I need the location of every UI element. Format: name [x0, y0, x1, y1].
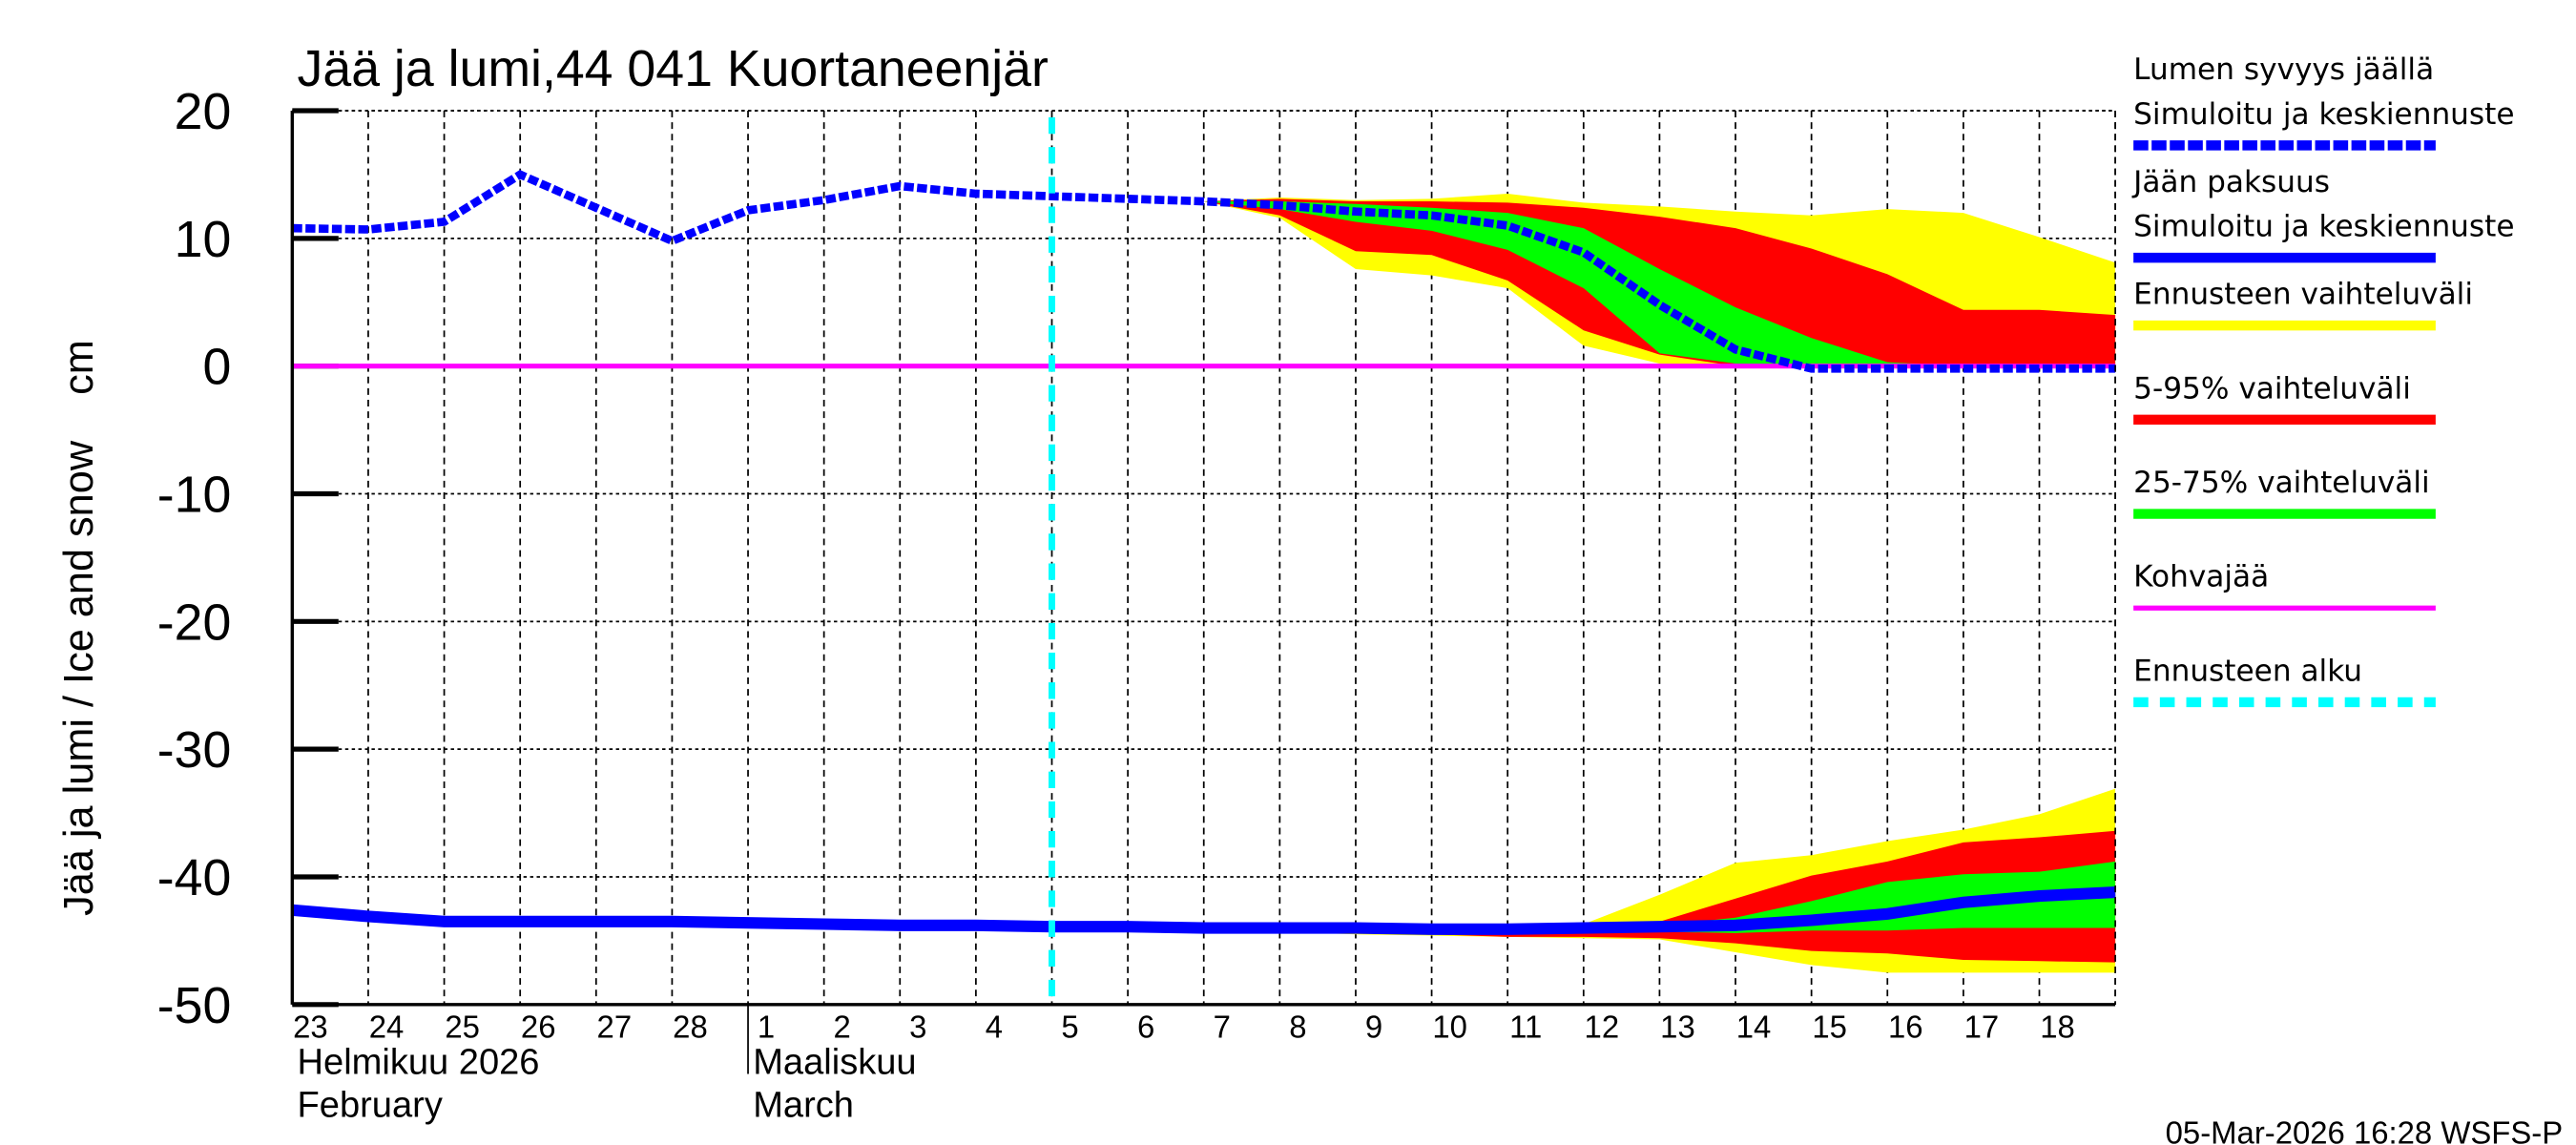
x-tick-label: 5	[1061, 1009, 1078, 1044]
footer-timestamp: 05-Mar-2026 16:28 WSFS-P	[2166, 1114, 2563, 1145]
snow-depth-line	[292, 170, 2116, 373]
x-tick-label: 23	[293, 1009, 328, 1044]
chart-title: Jää ja lumi,44 041 Kuortaneenjär	[298, 40, 1049, 97]
month-label-en: March	[753, 1086, 854, 1126]
y-tick-label: -40	[157, 849, 232, 906]
x-tick-label: 26	[521, 1009, 556, 1044]
x-tick-label: 15	[1812, 1009, 1847, 1044]
y-tick-label: -30	[157, 721, 232, 779]
x-tick-label: 14	[1736, 1009, 1772, 1044]
x-tick-label: 12	[1585, 1009, 1620, 1044]
legend-label: Kohvajää	[2133, 560, 2269, 594]
x-tick-label: 25	[445, 1009, 480, 1044]
y-tick-label: 10	[175, 211, 232, 268]
x-tick-label: 1	[758, 1009, 775, 1044]
y-tick-label: 0	[202, 339, 231, 396]
legend-label-2: Simuloitu ja keskiennuste	[2133, 210, 2514, 244]
legend-label: 5-95% vaihteluväli	[2133, 371, 2411, 406]
x-tick-label: 13	[1660, 1009, 1695, 1044]
legend-label: 25-75% vaihteluväli	[2133, 466, 2430, 500]
y-tick-label: -20	[157, 593, 232, 651]
y-tick-label: 20	[175, 83, 232, 140]
x-tick-label: 11	[1509, 1009, 1542, 1044]
ice-thickness-line	[291, 885, 2116, 935]
x-tick-label: 10	[1432, 1009, 1467, 1044]
legend-label: Lumen syvyys jäällä	[2133, 52, 2434, 87]
x-tick-label: 18	[2040, 1009, 2075, 1044]
month-label-en: February	[298, 1086, 443, 1126]
x-tick-label: 3	[909, 1009, 926, 1044]
x-tick-label: 6	[1137, 1009, 1154, 1044]
x-tick-label: 17	[1964, 1009, 2000, 1044]
legend-label-2: Simuloitu ja keskiennuste	[2133, 97, 2514, 132]
x-tick-label: 7	[1214, 1009, 1231, 1044]
x-tick-label: 27	[597, 1009, 633, 1044]
x-tick-label: 16	[1888, 1009, 1923, 1044]
y-axis-label: Jää ja lumi / Ice and snow cm	[56, 340, 102, 916]
month-label: Helmikuu 2026	[298, 1043, 540, 1083]
x-tick-label: 4	[986, 1009, 1003, 1044]
legend-label: Ennusteen vaihteluväli	[2133, 278, 2473, 312]
legend-label: Ennusteen alku	[2133, 654, 2362, 688]
y-tick-label: -10	[157, 467, 232, 524]
x-tick-label: 2	[834, 1009, 851, 1044]
legend: Lumen syvyys jäällä Simuloitu ja keskienn…	[2131, 52, 2515, 708]
snow-25-75-band	[1203, 201, 2116, 366]
month-label: Maaliskuu	[753, 1043, 916, 1083]
legend-label: Jään paksuus	[2131, 165, 2330, 199]
x-tick-label: 28	[673, 1009, 708, 1044]
x-tick-label: 8	[1289, 1009, 1306, 1044]
x-tick-label: 24	[369, 1009, 405, 1044]
y-tick-label: -50	[157, 977, 232, 1034]
x-tick-label: 9	[1365, 1009, 1382, 1044]
